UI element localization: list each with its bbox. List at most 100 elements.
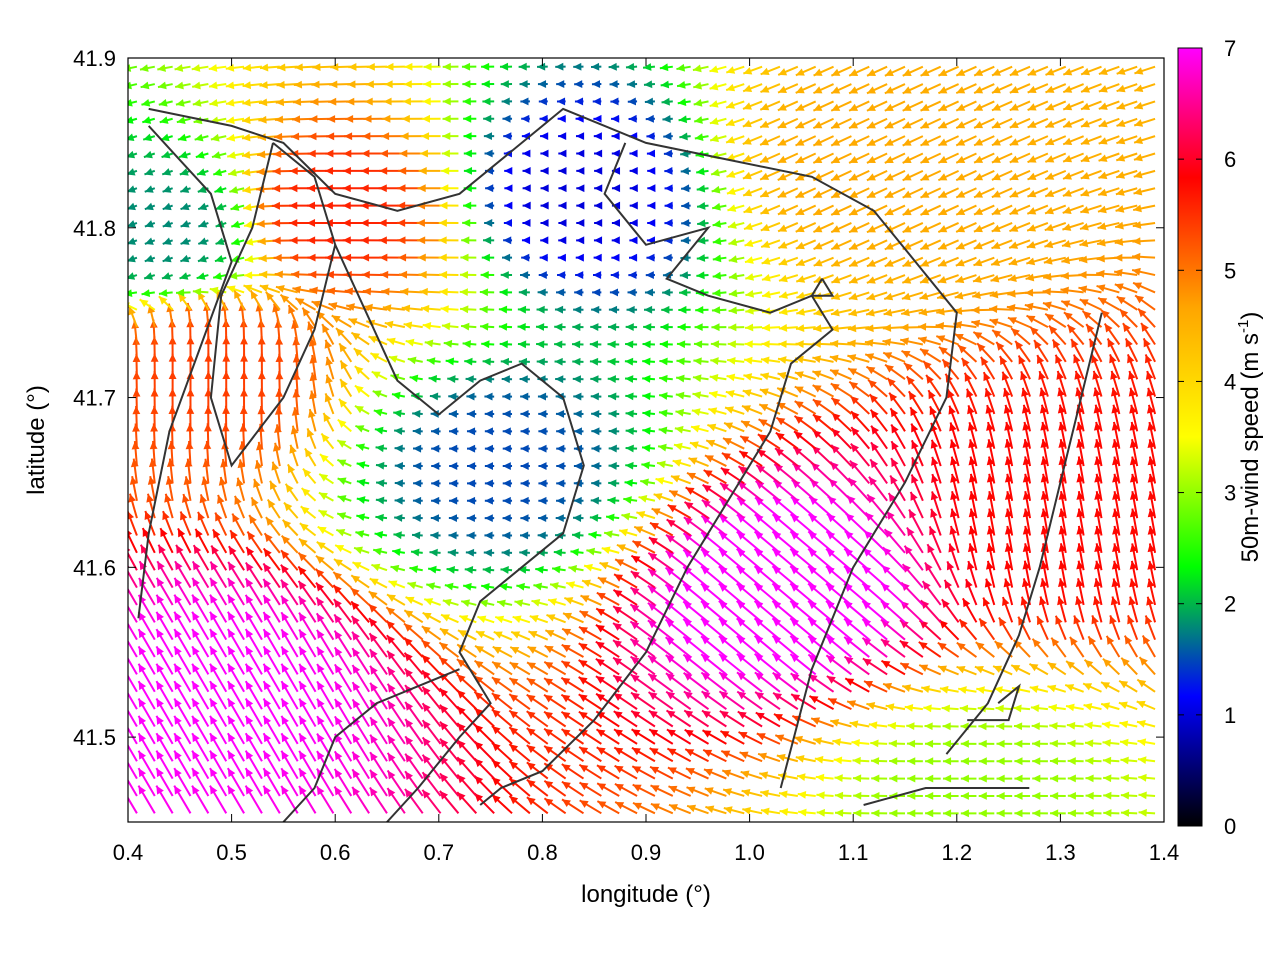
wind-arrow bbox=[386, 769, 406, 797]
wind-arrow bbox=[866, 135, 888, 147]
wind-arrow bbox=[902, 256, 924, 268]
wind-arrow bbox=[244, 594, 263, 623]
wind-arrow bbox=[741, 404, 763, 415]
wind-arrow bbox=[139, 544, 156, 571]
wind-arrow bbox=[400, 287, 423, 296]
wind-arrow bbox=[498, 305, 513, 314]
wind-arrow bbox=[849, 459, 871, 485]
wind-arrow bbox=[304, 447, 317, 467]
wind-arrow bbox=[1008, 239, 1031, 249]
wind-arrow bbox=[645, 114, 655, 123]
wind-arrow bbox=[759, 152, 781, 164]
wind-arrow bbox=[443, 339, 459, 348]
wind-arrow bbox=[173, 680, 192, 710]
wind-arrow bbox=[627, 288, 638, 297]
wind-arrow bbox=[696, 184, 709, 193]
wind-arrow bbox=[709, 65, 727, 73]
wind-arrow bbox=[972, 331, 995, 346]
wind-arrow bbox=[960, 357, 978, 380]
wind-arrow bbox=[1083, 703, 1102, 711]
wind-arrow bbox=[179, 272, 191, 280]
wind-arrow bbox=[986, 473, 996, 501]
wind-arrow bbox=[1146, 578, 1157, 606]
wind-arrow bbox=[1134, 65, 1156, 75]
wind-arrow bbox=[1063, 311, 1085, 328]
wind-arrow bbox=[592, 288, 602, 297]
wind-arrow bbox=[991, 117, 1013, 129]
wind-arrow bbox=[462, 80, 477, 88]
wind-arrow bbox=[757, 752, 781, 763]
wind-arrow bbox=[813, 83, 834, 95]
wind-arrow bbox=[590, 323, 602, 331]
x-tick-label: 1.3 bbox=[1045, 840, 1076, 865]
wind-arrow bbox=[702, 729, 727, 745]
wind-arrow bbox=[1080, 117, 1102, 128]
wind-arrow bbox=[742, 152, 763, 163]
wind-arrow bbox=[429, 548, 441, 557]
wind-arrow bbox=[128, 755, 138, 780]
wind-arrow bbox=[1133, 187, 1156, 196]
wind-arrow bbox=[629, 149, 638, 158]
wind-arrow bbox=[1058, 560, 1067, 588]
wind-arrow bbox=[419, 149, 441, 158]
wind-arrow bbox=[244, 611, 263, 641]
wind-arrow bbox=[973, 152, 995, 164]
wind-arrow bbox=[1097, 187, 1120, 197]
wind-arrow bbox=[336, 458, 352, 467]
terrain-contour bbox=[137, 125, 233, 619]
wind-arrow bbox=[537, 80, 548, 88]
wind-arrow bbox=[1092, 596, 1103, 623]
wind-arrow bbox=[812, 100, 834, 112]
wind-arrow bbox=[721, 452, 745, 467]
wind-arrow bbox=[386, 683, 406, 710]
wind-arrow bbox=[1027, 187, 1049, 198]
wind-arrow bbox=[558, 166, 567, 175]
wind-arrow bbox=[502, 427, 513, 436]
wind-arrow bbox=[996, 722, 1013, 731]
x-tick-label: 1.2 bbox=[942, 840, 973, 865]
wind-arrow bbox=[536, 340, 548, 349]
wind-arrow bbox=[128, 64, 138, 72]
wind-arrow bbox=[812, 117, 834, 130]
wind-arrow bbox=[973, 256, 995, 267]
wind-arrow bbox=[685, 767, 709, 780]
wind-arrow bbox=[144, 237, 156, 245]
wind-arrow bbox=[129, 476, 138, 501]
wind-arrow bbox=[924, 722, 941, 731]
wind-arrow bbox=[589, 514, 602, 522]
wind-arrow bbox=[880, 659, 906, 676]
wind-arrow bbox=[955, 239, 977, 250]
wind-arrow bbox=[949, 422, 960, 449]
wind-arrow bbox=[925, 809, 941, 818]
wind-arrow bbox=[990, 256, 1013, 266]
wind-arrow bbox=[938, 346, 960, 363]
y-tick-label: 41.5 bbox=[73, 725, 116, 750]
wind-arrow bbox=[737, 465, 763, 485]
wind-arrow bbox=[941, 598, 960, 623]
wind-arrow bbox=[244, 561, 263, 589]
wind-arrow bbox=[779, 808, 798, 816]
wind-arrow bbox=[242, 98, 263, 107]
wind-arrow bbox=[954, 333, 977, 346]
wind-arrow bbox=[693, 340, 709, 349]
wind-arrow bbox=[262, 547, 281, 571]
wind-arrow bbox=[866, 239, 888, 251]
wind-arrow bbox=[995, 341, 1013, 363]
wind-arrow bbox=[242, 63, 263, 72]
wind-arrow bbox=[742, 169, 763, 180]
wind-arrow bbox=[1115, 169, 1138, 179]
wind-arrow bbox=[484, 496, 495, 505]
wind-arrow bbox=[405, 596, 424, 606]
wind-arrow bbox=[128, 202, 138, 211]
wind-arrow bbox=[519, 548, 530, 557]
wind-arrow bbox=[441, 149, 459, 158]
wind-arrow bbox=[366, 62, 388, 71]
wind-arrow bbox=[866, 702, 888, 711]
wind-arrow bbox=[1065, 703, 1084, 712]
wind-arrow bbox=[403, 636, 424, 658]
wind-arrow bbox=[1136, 700, 1156, 711]
wind-arrow bbox=[158, 295, 174, 311]
wind-arrow bbox=[986, 439, 996, 467]
wind-arrow bbox=[1116, 135, 1138, 145]
wind-arrow bbox=[173, 577, 192, 606]
